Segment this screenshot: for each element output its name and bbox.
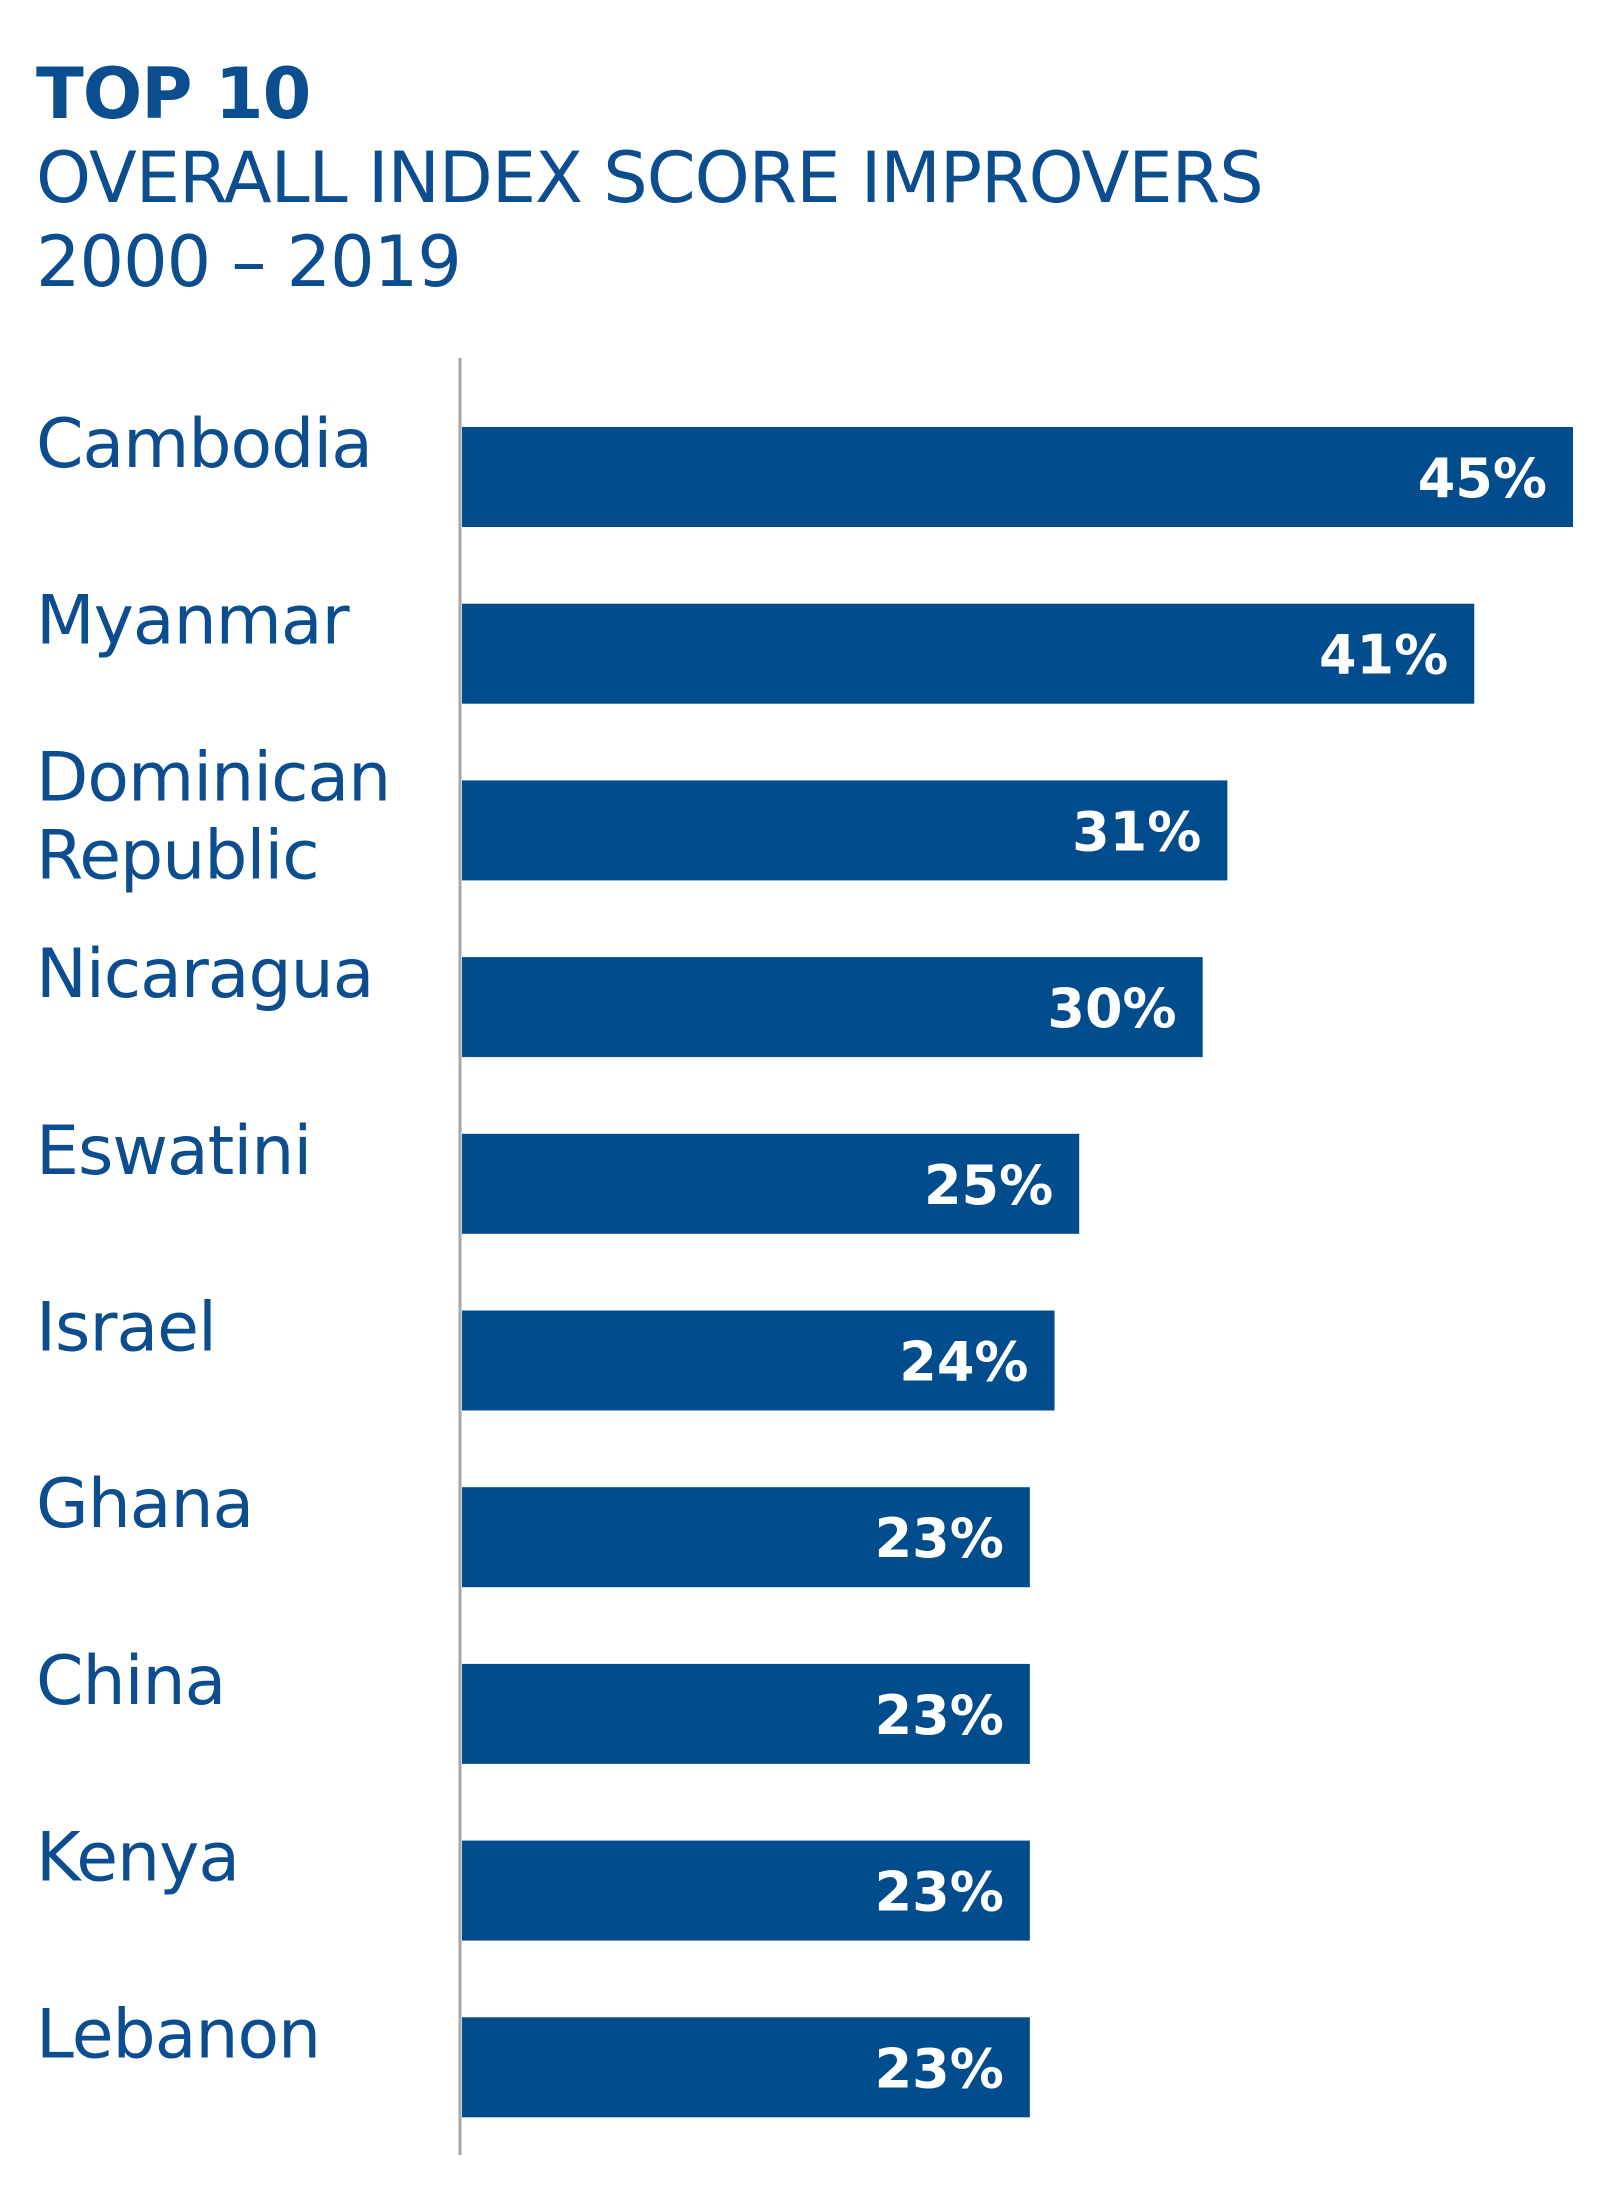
bar [462,780,1228,881]
bar [462,427,1573,527]
bar-value-label: 23% [875,1684,1004,1747]
category-label: Myanmar [36,582,350,661]
bar [462,1487,1030,1588]
bar [462,603,1475,704]
chart-title: TOP 10 [36,53,311,135]
bar-value-label: 30% [1047,977,1176,1040]
category-label: China [36,1642,225,1721]
bar [462,1310,1055,1411]
bar-value-label: 23% [875,1507,1004,1570]
bar-value-label: 23% [875,2037,1004,2100]
bar-value-label: 25% [924,1154,1053,1217]
bar-value-label: 45% [1418,447,1547,510]
bar-value-label: 31% [1072,800,1201,863]
chart-period: 2000 – 2019 [36,221,462,303]
chart-subtitle: OVERALL INDEX SCORE IMPROVERS [36,137,1264,219]
chart-title-block: TOP 10 OVERALL INDEX SCORE IMPROVERS 200… [36,52,1264,304]
category-label: Lebanon [36,1995,320,2074]
category-label: Cambodia [36,405,372,484]
bar [462,1663,1030,1764]
category-label: Ghana [36,1465,253,1544]
bar [462,957,1203,1058]
bar-value-label: 23% [875,1861,1004,1924]
bar [462,1840,1030,1941]
category-label: Eswatini [36,1112,311,1191]
category-label: Kenya [36,1819,239,1898]
category-label: Dominican [36,738,390,817]
bar [462,2017,1030,2118]
bar-value-label: 24% [899,1331,1028,1394]
bar [462,1133,1080,1234]
category-label: Nicaragua [36,935,373,1014]
bar-value-label: 41% [1319,624,1448,687]
category-label: Republic [36,816,319,895]
category-label: Israel [36,1289,216,1368]
